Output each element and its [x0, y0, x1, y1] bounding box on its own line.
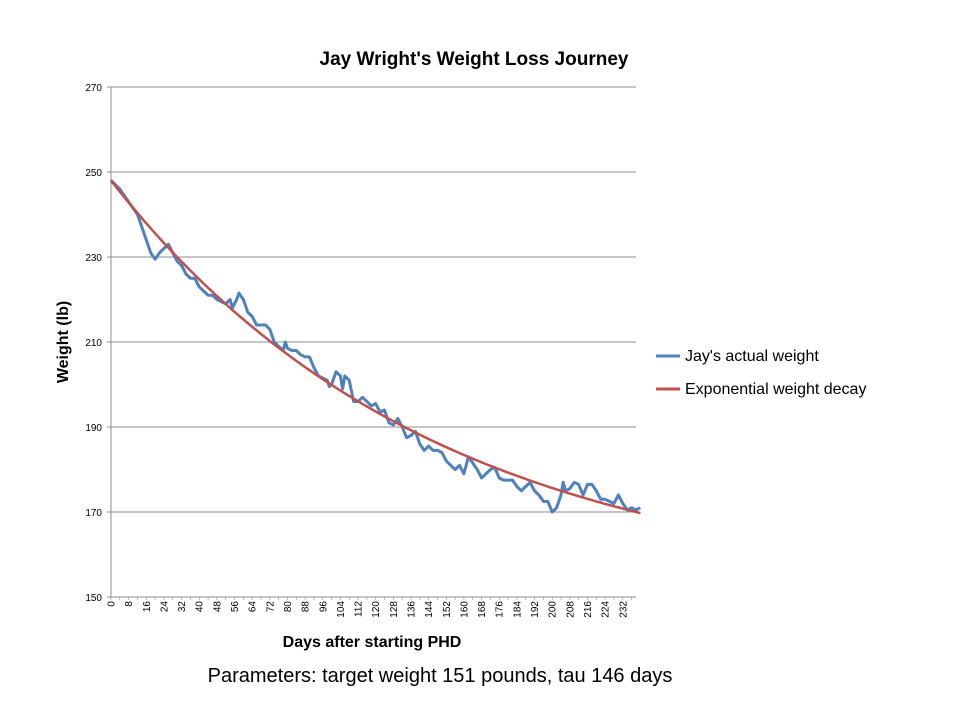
xtick-label-184: 184 [512, 601, 523, 618]
xtick-label-32: 32 [177, 601, 188, 613]
xtick-label-40: 40 [195, 601, 206, 613]
chart-title: Jay Wright's Weight Loss Journey [320, 49, 629, 70]
xtick-label-96: 96 [318, 601, 329, 613]
ytick-label-170: 170 [85, 508, 102, 519]
y-tick-labels: 150 170 190 210 230 250 270 [85, 83, 102, 604]
x-axis-label: Days after starting PHD [283, 634, 462, 651]
xtick-label-120: 120 [371, 601, 382, 618]
xtick-label-72: 72 [265, 601, 276, 613]
series-line-exponential-decay [110, 179, 641, 515]
xtick-label-144: 144 [424, 601, 435, 618]
xtick-label-128: 128 [389, 601, 400, 618]
xtick-label-168: 168 [477, 601, 488, 618]
xtick-label-224: 224 [601, 601, 612, 618]
y-axis-label: Weight (lb) [55, 301, 72, 383]
ytick-label-210: 210 [85, 338, 102, 349]
xtick-label-200: 200 [548, 601, 559, 618]
series-line-actual-weight [109, 179, 642, 514]
xtick-label-112: 112 [354, 601, 365, 617]
xtick-label-232: 232 [618, 601, 629, 618]
xtick-label-24: 24 [159, 601, 170, 613]
xtick-label-88: 88 [301, 601, 312, 613]
grid-lines [111, 86, 636, 513]
legend: Jay's actual weight Exponential weight d… [656, 348, 866, 398]
x-tick-labels: 0 8 16 24 32 40 48 56 64 72 80 88 96 104 112 120 128 136 1… [107, 601, 630, 618]
xtick-label-176: 176 [495, 601, 506, 618]
xtick-label-16: 16 [142, 601, 153, 613]
xtick-label-208: 208 [565, 601, 576, 618]
ytick-label-270: 270 [85, 83, 102, 94]
parameters-note: Parameters: target weight 151 pounds, ta… [208, 665, 673, 687]
xtick-label-136: 136 [407, 601, 418, 618]
xtick-label-0: 0 [107, 601, 118, 607]
xtick-label-56: 56 [230, 601, 241, 613]
xtick-label-64: 64 [248, 601, 259, 613]
ytick-label-250: 250 [85, 168, 102, 179]
ytick-label-190: 190 [85, 423, 102, 434]
xtick-label-8: 8 [124, 601, 135, 607]
ytick-label-230: 230 [85, 253, 102, 264]
xtick-label-104: 104 [336, 601, 347, 618]
xtick-label-80: 80 [283, 601, 294, 613]
xtick-label-152: 152 [442, 601, 453, 618]
legend-label-actual: Jay's actual weight [685, 348, 819, 365]
xtick-label-216: 216 [583, 601, 594, 618]
xtick-label-48: 48 [212, 601, 223, 613]
xtick-label-160: 160 [459, 601, 470, 618]
ytick-label-150: 150 [85, 593, 102, 604]
legend-label-decay: Exponential weight decay [685, 381, 866, 398]
series-lines [109, 179, 642, 515]
xtick-label-192: 192 [530, 601, 541, 618]
axes [107, 86, 636, 600]
